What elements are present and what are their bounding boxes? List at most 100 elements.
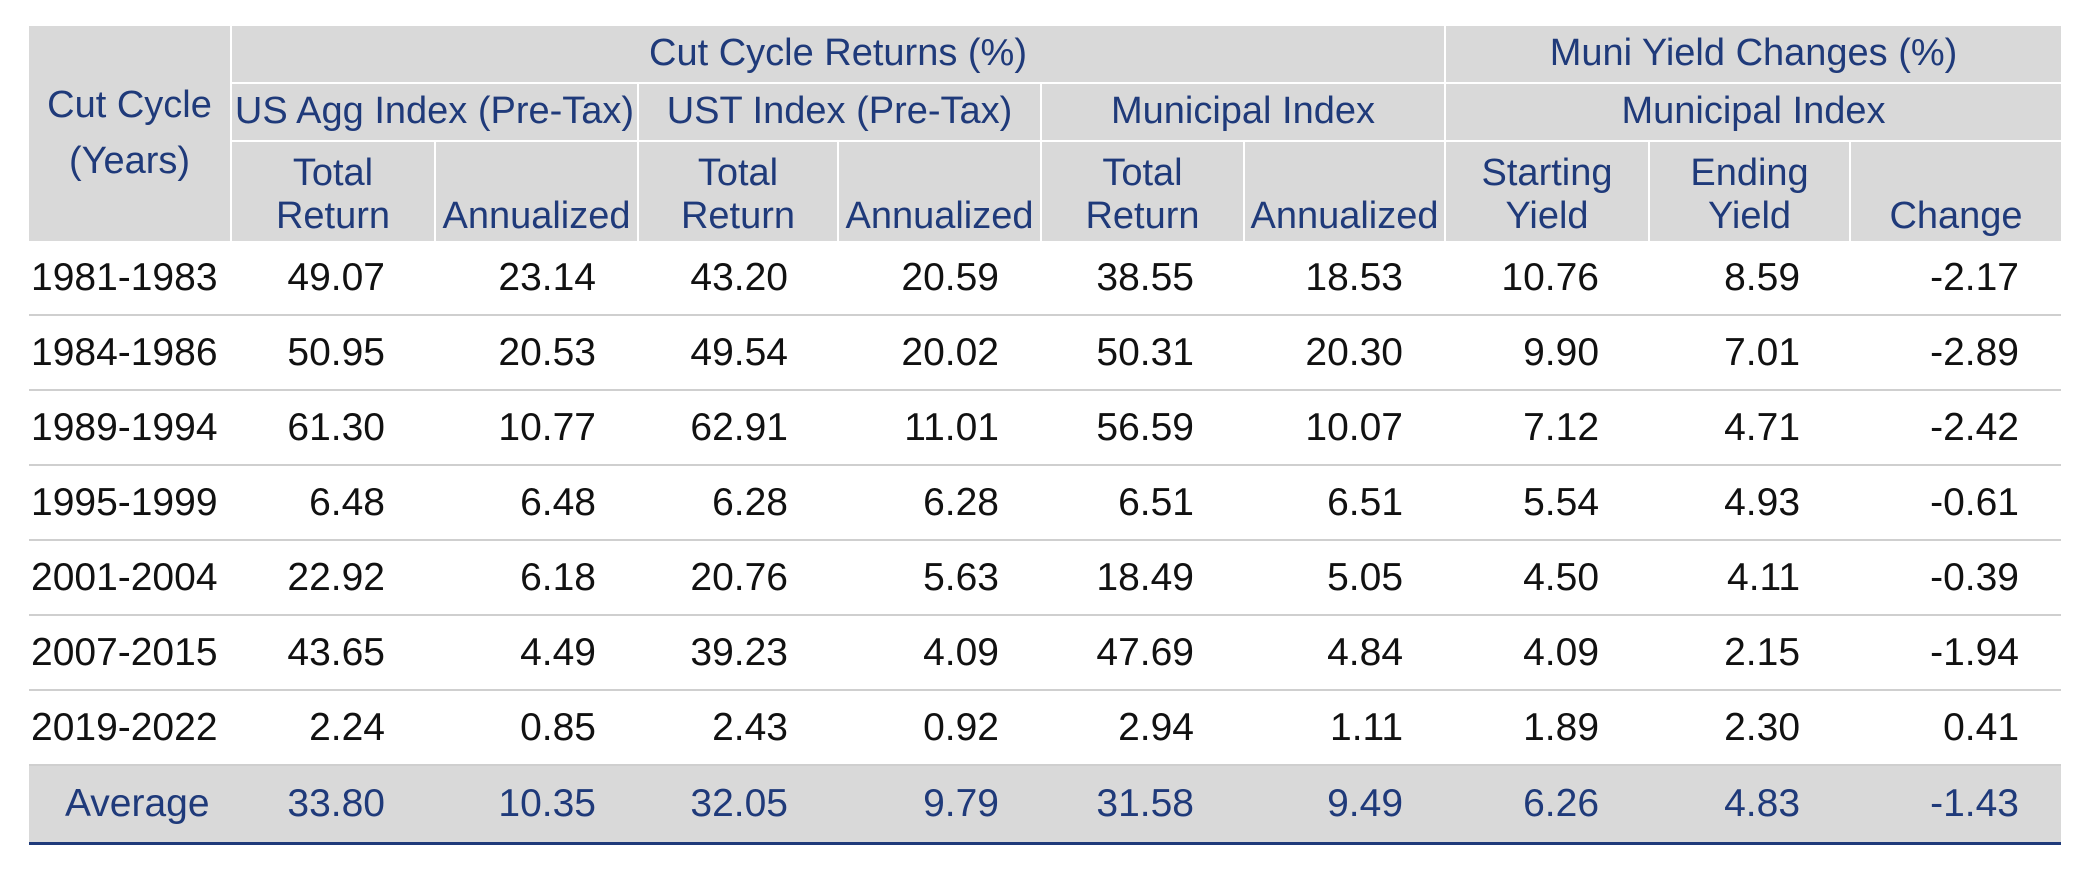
value-cell: 1.11 xyxy=(1244,690,1446,766)
value-cell: 4.50 xyxy=(1445,540,1650,616)
header-text: Total xyxy=(697,151,779,194)
value-cell: 38.55 xyxy=(1041,241,1244,316)
average-value-cell: 31.58 xyxy=(1041,765,1244,845)
value-cell: 49.07 xyxy=(231,241,435,316)
header-text: Return xyxy=(1085,195,1200,238)
value-cell: -0.39 xyxy=(1850,540,2062,616)
value-cell: 1.89 xyxy=(1445,690,1650,766)
average-value-cell: 33.80 xyxy=(231,765,435,845)
value-cell: -1.94 xyxy=(1850,615,2062,691)
header-text: Total xyxy=(292,151,374,194)
value-cell: 4.49 xyxy=(435,615,638,691)
header-ending-yield: Ending Yield xyxy=(1648,140,1851,241)
value-cell: -0.61 xyxy=(1850,465,2062,541)
value-cell: 56.59 xyxy=(1041,390,1244,466)
value-cell: 2.30 xyxy=(1649,690,1851,766)
value-cell: 6.48 xyxy=(231,465,435,541)
value-cell: 62.91 xyxy=(638,390,838,466)
value-cell: 50.31 xyxy=(1041,315,1244,391)
average-value-cell: 32.05 xyxy=(638,765,838,845)
cycle-cell: 1989-1994 xyxy=(29,390,231,466)
value-cell: 18.49 xyxy=(1041,540,1244,616)
value-cell: 23.14 xyxy=(435,241,638,316)
value-cell: 10.07 xyxy=(1244,390,1446,466)
cycle-cell: 2007-2015 xyxy=(29,615,231,691)
value-cell: 4.09 xyxy=(1445,615,1650,691)
table-row: 1981-1983 49.07 23.14 43.20 20.59 38.55 … xyxy=(29,241,2062,316)
value-cell: 22.92 xyxy=(231,540,435,616)
header-group-returns: Cut Cycle Returns (%) xyxy=(229,26,1446,83)
header-index-agg: US Agg Index (Pre-Tax) xyxy=(230,82,638,141)
cycle-cell: 2001-2004 xyxy=(29,540,231,616)
header-text: Starting xyxy=(1481,151,1613,194)
value-cell: 8.59 xyxy=(1649,241,1851,316)
average-value-cell: 10.35 xyxy=(435,765,638,845)
value-cell: 2.94 xyxy=(1041,690,1244,766)
header-ust-total-return: Total Return xyxy=(637,140,838,241)
cycle-cell: 1981-1983 xyxy=(29,241,231,316)
header-agg-annualized: Annualized xyxy=(434,140,638,241)
table-body: 1981-1983 49.07 23.14 43.20 20.59 38.55 … xyxy=(29,241,2062,845)
value-cell: 20.30 xyxy=(1244,315,1446,391)
header-muni-total-return: Total Return xyxy=(1040,140,1244,241)
header-starting-yield: Starting Yield xyxy=(1444,140,1650,241)
value-cell: 0.85 xyxy=(435,690,638,766)
header-ust-annualized: Annualized xyxy=(837,140,1041,241)
value-cell: 5.05 xyxy=(1244,540,1446,616)
value-cell: 47.69 xyxy=(1041,615,1244,691)
value-cell: 6.48 xyxy=(435,465,638,541)
header-index-muni: Municipal Index xyxy=(1039,82,1446,141)
average-label: Average xyxy=(29,765,231,845)
value-cell: 4.71 xyxy=(1649,390,1851,466)
value-cell: -2.89 xyxy=(1850,315,2062,391)
table-row: 1984-1986 50.95 20.53 49.54 20.02 50.31 … xyxy=(29,315,2062,391)
header-text: Total xyxy=(1102,151,1183,194)
value-cell: 4.93 xyxy=(1649,465,1851,541)
value-cell: 18.53 xyxy=(1244,241,1446,316)
value-cell: 2.24 xyxy=(231,690,435,766)
table-header: Cut Cycle (Years) Cut Cycle Returns (%) … xyxy=(29,26,2062,241)
value-cell: 2.43 xyxy=(638,690,838,766)
value-cell: 4.84 xyxy=(1244,615,1446,691)
value-cell: 43.20 xyxy=(638,241,838,316)
header-group-yields: Muni Yield Changes (%) xyxy=(1444,26,2062,83)
value-cell: 43.65 xyxy=(231,615,435,691)
average-value-cell: -1.43 xyxy=(1850,765,2062,845)
value-cell: 2.15 xyxy=(1649,615,1851,691)
header-muni-annualized: Annualized xyxy=(1242,140,1446,241)
header-text: Return xyxy=(275,195,391,238)
cut-cycle-returns-table: Cut Cycle (Years) Cut Cycle Returns (%) … xyxy=(29,26,2062,845)
average-value-cell: 4.83 xyxy=(1649,765,1851,845)
value-cell: 7.12 xyxy=(1445,390,1650,466)
value-cell: 0.41 xyxy=(1850,690,2062,766)
value-cell: 5.63 xyxy=(838,540,1041,616)
header-change: Change xyxy=(1849,140,2062,241)
value-cell: 6.51 xyxy=(1041,465,1244,541)
value-cell: 50.95 xyxy=(231,315,435,391)
cycle-cell: 1995-1999 xyxy=(29,465,231,541)
header-index-muni-yield: Municipal Index xyxy=(1444,82,2062,141)
average-value-cell: 9.79 xyxy=(838,765,1041,845)
returns-table-container: Cut Cycle (Years) Cut Cycle Returns (%) … xyxy=(29,26,2062,845)
table-row: 2001-2004 22.92 6.18 20.76 5.63 18.49 5.… xyxy=(29,540,2062,616)
value-cell: -2.17 xyxy=(1850,241,2062,316)
value-cell: 20.02 xyxy=(838,315,1041,391)
value-cell: 10.77 xyxy=(435,390,638,466)
value-cell: 4.09 xyxy=(838,615,1041,691)
table-row: 2019-2022 2.24 0.85 2.43 0.92 2.94 1.11 … xyxy=(29,690,2062,766)
value-cell: 6.18 xyxy=(435,540,638,616)
table-row: 1995-1999 6.48 6.48 6.28 6.28 6.51 6.51 … xyxy=(29,465,2062,541)
value-cell: 20.59 xyxy=(838,241,1041,316)
header-text: Ending xyxy=(1690,151,1809,194)
header-cut-cycle-line2: (Years) xyxy=(68,139,191,182)
value-cell: 7.01 xyxy=(1649,315,1851,391)
value-cell: 20.76 xyxy=(638,540,838,616)
table-row: 2007-2015 43.65 4.49 39.23 4.09 47.69 4.… xyxy=(29,615,2062,691)
header-agg-total-return: Total Return xyxy=(230,140,435,241)
value-cell: 9.90 xyxy=(1445,315,1650,391)
value-cell: 10.76 xyxy=(1445,241,1650,316)
value-cell: -2.42 xyxy=(1850,390,2062,466)
average-value-cell: 9.49 xyxy=(1244,765,1446,845)
value-cell: 6.51 xyxy=(1244,465,1446,541)
value-cell: 11.01 xyxy=(838,390,1041,466)
